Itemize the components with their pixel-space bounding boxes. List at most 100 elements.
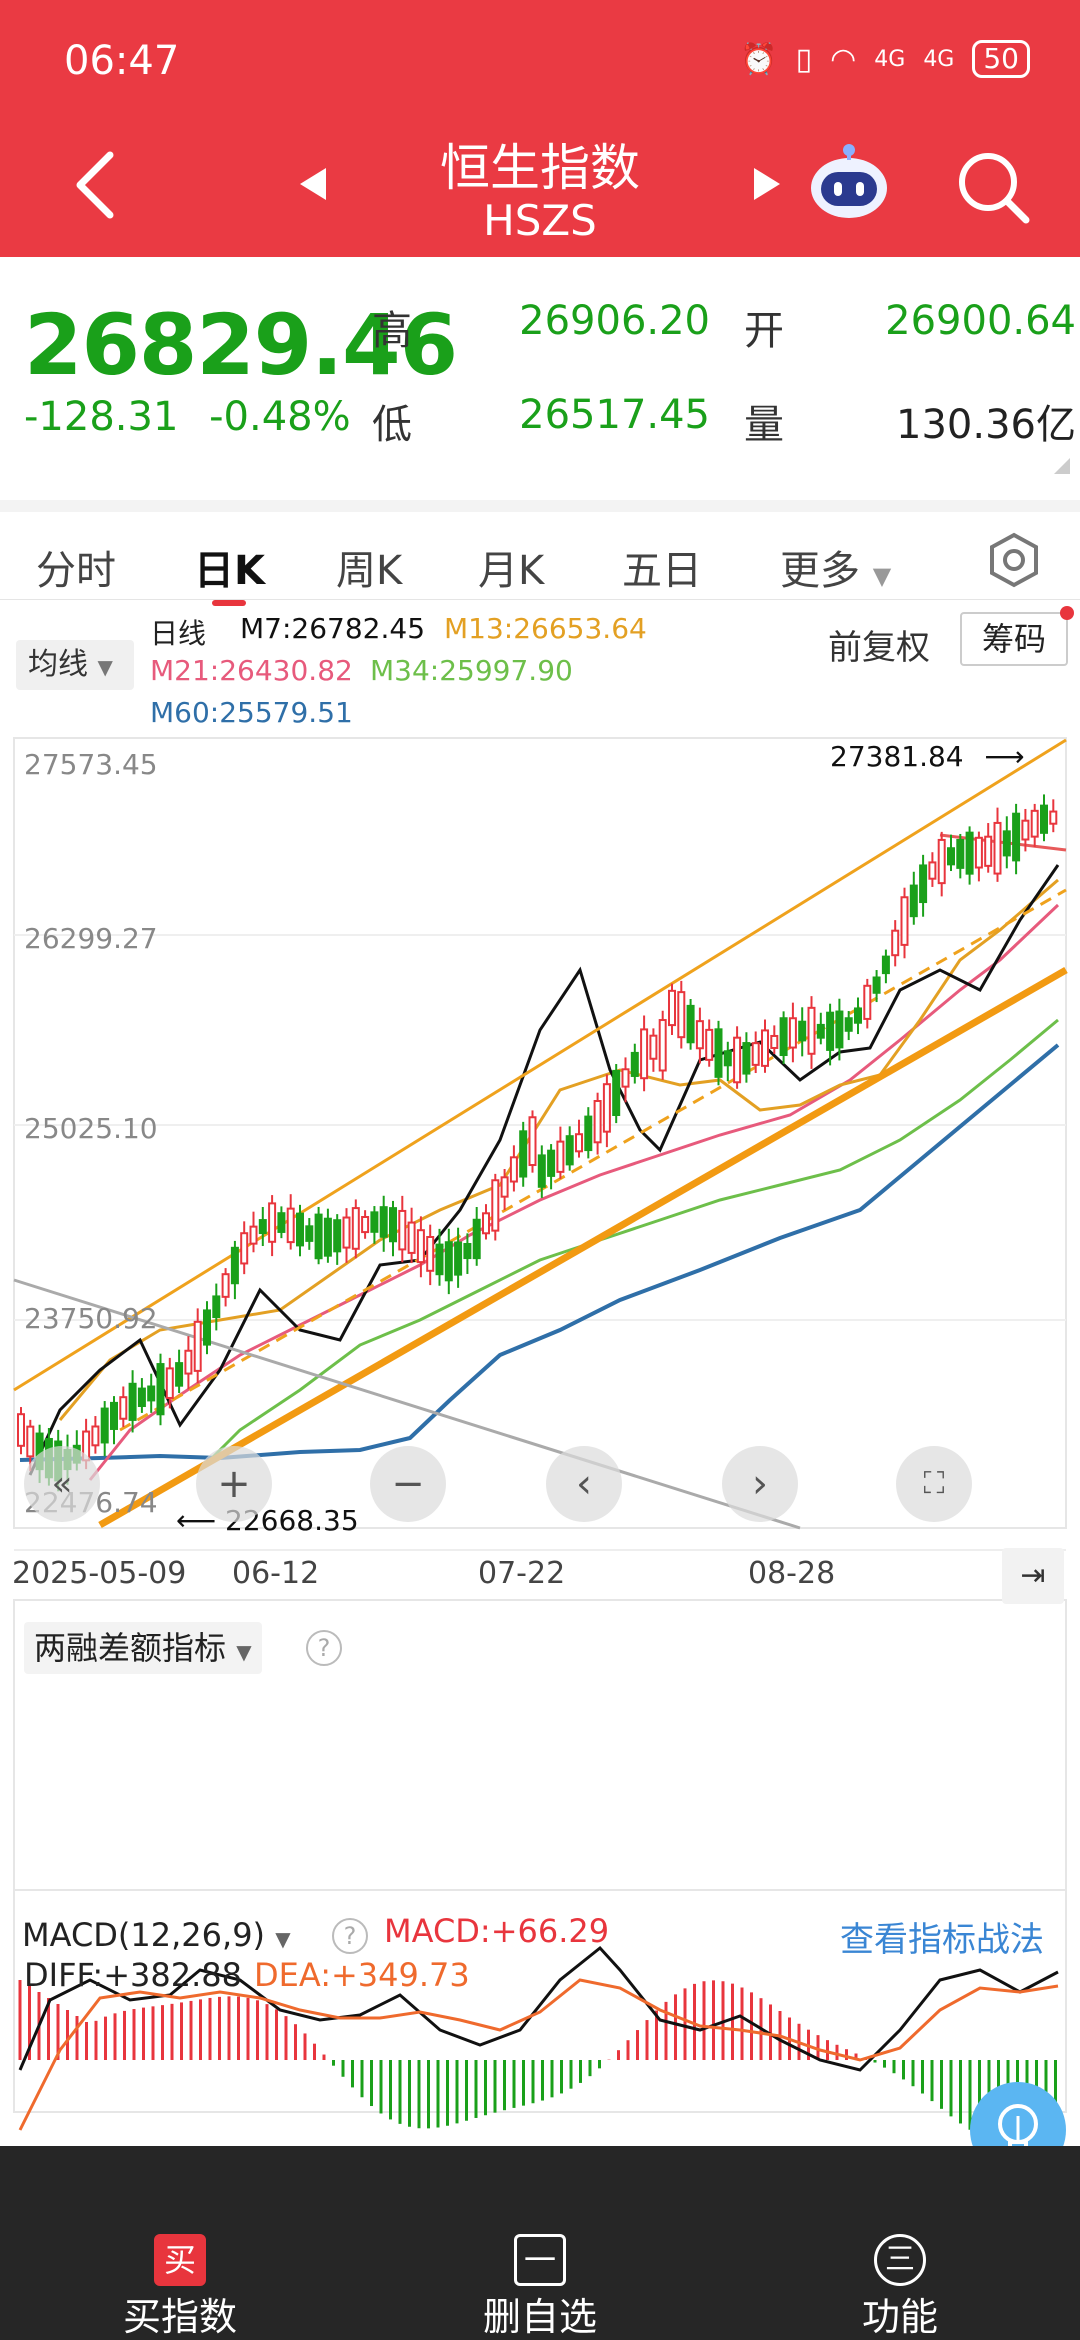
strategy-link[interactable]: 查看指标战法 bbox=[840, 1920, 1044, 1960]
candle-body bbox=[407, 1221, 416, 1254]
help-icon[interactable]: ? bbox=[306, 1630, 342, 1666]
network-4g-2: 4G bbox=[923, 46, 955, 72]
candle-body bbox=[416, 1229, 425, 1264]
macd-value: MACD:+66.29 bbox=[384, 1912, 610, 1950]
candle-body bbox=[649, 1034, 658, 1060]
ma-selector[interactable]: 均线 ▼ bbox=[16, 640, 134, 690]
candle-body bbox=[872, 976, 881, 994]
chips-button[interactable]: 筹码 bbox=[960, 612, 1068, 666]
alarm-icon: ⏰ bbox=[740, 41, 778, 77]
adjust-mode[interactable]: 前复权 bbox=[828, 628, 930, 668]
candle-body bbox=[193, 1320, 202, 1372]
candle-body bbox=[1021, 819, 1030, 841]
candle-body bbox=[723, 1050, 732, 1067]
kline-frame bbox=[13, 737, 1067, 1529]
period-tabs: 分时 日K 周K 月K 五日 更多 ▼ bbox=[0, 500, 1080, 606]
candle-body bbox=[807, 1006, 816, 1055]
candle-body bbox=[379, 1206, 388, 1238]
candle-body bbox=[733, 1036, 742, 1084]
tab-five-day[interactable]: 五日 bbox=[622, 548, 702, 594]
high-label: 高 bbox=[372, 308, 412, 354]
tab-intraday[interactable]: 分时 bbox=[36, 548, 116, 594]
high-marker: 27381.84 ⟶ bbox=[830, 740, 1025, 773]
zoom-in-button[interactable]: + bbox=[196, 1446, 272, 1522]
tab-daily-k[interactable]: 日K bbox=[194, 548, 265, 594]
settings-hex-icon[interactable] bbox=[986, 532, 1042, 588]
candle-body bbox=[175, 1362, 184, 1387]
candle-body bbox=[956, 838, 965, 869]
candle-body bbox=[463, 1242, 472, 1260]
candle-body bbox=[305, 1225, 314, 1242]
price-change: -128.31 -0.48% bbox=[24, 394, 351, 440]
remove-watchlist-button[interactable]: 一 删自选 bbox=[360, 2146, 720, 2340]
candle-body bbox=[826, 1011, 835, 1051]
macd-selector[interactable]: MACD(12,26,9) ▼ bbox=[22, 1916, 291, 1954]
y-label-1: 27573.45 bbox=[24, 748, 158, 781]
candle-body bbox=[286, 1207, 295, 1244]
active-tab-indicator bbox=[212, 600, 246, 606]
back-arrow-icon[interactable] bbox=[70, 150, 120, 220]
notification-dot bbox=[1060, 606, 1074, 620]
candle-body bbox=[1012, 812, 1021, 862]
candle-body bbox=[556, 1140, 565, 1173]
status-time: 06:47 bbox=[64, 38, 180, 84]
volume-value: 130.36亿 bbox=[896, 402, 1076, 448]
corner-expand-icon bbox=[1054, 458, 1070, 474]
jump-to-latest-button[interactable]: ⇥ bbox=[1002, 1548, 1064, 1604]
ma-m34: M34:25997.90 bbox=[370, 654, 573, 687]
candle-body bbox=[974, 836, 983, 869]
ma-m13: M13:26653.64 bbox=[444, 612, 647, 645]
candle-body bbox=[491, 1179, 500, 1232]
search-icon[interactable] bbox=[956, 150, 1032, 226]
downtrend-line bbox=[13, 1278, 801, 1530]
tab-more-label: 更多 bbox=[780, 548, 860, 594]
candle-body bbox=[835, 1010, 844, 1049]
candle-body bbox=[500, 1176, 509, 1198]
candle-body bbox=[184, 1349, 193, 1375]
candle-body bbox=[640, 1028, 649, 1080]
diff-value: DIFF:+382.88 bbox=[24, 1956, 242, 1994]
candle-body bbox=[686, 1004, 695, 1044]
x-label-3: 07-22 bbox=[478, 1556, 566, 1591]
next-icon[interactable] bbox=[752, 166, 782, 202]
tab-weekly-k[interactable]: 周K bbox=[336, 548, 403, 594]
margin-indicator-selector[interactable]: 两融差额指标 ▼ bbox=[24, 1622, 262, 1674]
chevron-down-icon: ▼ bbox=[97, 655, 113, 679]
page-subtitle: HSZS bbox=[483, 196, 597, 245]
candle-body bbox=[565, 1135, 574, 1166]
y-label-4: 23750.92 bbox=[24, 1302, 158, 1335]
tab-more[interactable]: 更多 ▼ bbox=[780, 538, 891, 596]
kline-chart[interactable] bbox=[0, 730, 1080, 2146]
x-label-2: 06-12 bbox=[232, 1556, 320, 1591]
candle-body bbox=[668, 989, 676, 1027]
open-value: 26900.64 bbox=[885, 298, 1076, 344]
rewind-button[interactable]: « bbox=[24, 1446, 100, 1522]
tab-monthly-k[interactable]: 月K bbox=[478, 548, 545, 594]
function-button[interactable]: 三 功能 bbox=[720, 2146, 1080, 2340]
vibrate-icon: ▯ bbox=[795, 41, 813, 77]
fullscreen-button[interactable]: ⛶ bbox=[896, 1446, 972, 1522]
pan-left-button[interactable]: ‹ bbox=[546, 1446, 622, 1522]
candle-body bbox=[658, 1019, 667, 1072]
mid-dashed-line bbox=[119, 888, 1067, 1432]
candle-body bbox=[509, 1156, 518, 1183]
candle-body bbox=[333, 1219, 342, 1253]
ma34-line bbox=[198, 1018, 1059, 1472]
candle-body bbox=[454, 1241, 463, 1276]
candle-body bbox=[863, 984, 872, 1020]
robot-icon[interactable] bbox=[806, 140, 892, 226]
help-icon[interactable]: ? bbox=[332, 1918, 368, 1954]
zoom-out-button[interactable]: − bbox=[370, 1446, 446, 1522]
candle-body bbox=[435, 1243, 444, 1276]
open-label: 开 bbox=[744, 308, 784, 354]
kline-gridlines bbox=[14, 934, 1066, 1321]
candle-body bbox=[296, 1212, 304, 1247]
candle-body bbox=[881, 955, 890, 975]
buy-index-button[interactable]: 买 买指数 bbox=[0, 2146, 360, 2340]
prev-icon[interactable] bbox=[298, 166, 328, 202]
low-label: 低 bbox=[372, 402, 412, 448]
upper-channel-line bbox=[13, 738, 1067, 1392]
candle-body bbox=[900, 896, 909, 946]
pan-right-button[interactable]: › bbox=[722, 1446, 798, 1522]
candle-body bbox=[751, 1042, 760, 1066]
